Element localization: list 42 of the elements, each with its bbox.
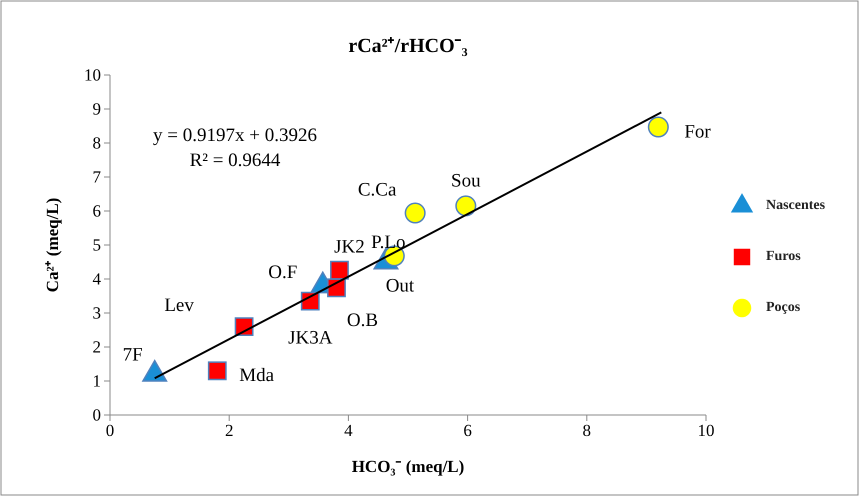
y-tick-label: 5: [92, 235, 101, 254]
legend-label: Furos: [766, 249, 802, 264]
point: [648, 116, 669, 138]
annotation: For: [684, 121, 712, 142]
x-tick-label: 0: [106, 421, 114, 440]
x-axis-title: HCO₃⁻ (meq/L): [352, 457, 464, 476]
x-tick-label: 2: [224, 421, 234, 440]
annotation: O.B: [346, 310, 378, 332]
y-tick-label: 3: [92, 303, 101, 322]
annotation: Lev: [164, 294, 194, 316]
y-tick-label: 7: [92, 167, 102, 186]
chart-title: rCa²⁺/rHCO⁻₃: [348, 35, 468, 57]
x-tick-label: 6: [463, 421, 472, 440]
point: [330, 260, 349, 280]
annotation: y = 0.9197x + 0.3926: [153, 125, 317, 146]
y-tick-label: 9: [92, 99, 101, 118]
annotation: C.Ca: [358, 179, 397, 200]
y-tick-label: 0: [92, 405, 101, 424]
y-tick-label: 4: [92, 269, 102, 288]
annotation: Mda: [239, 365, 275, 386]
point: [455, 195, 476, 216]
legend-label: Nascentes: [766, 198, 826, 214]
annotation: Sou: [451, 170, 482, 192]
y-tick-label: 1: [92, 371, 101, 390]
legend-label: Poços: [766, 300, 801, 316]
annotation: Out: [386, 275, 415, 296]
y-tick-label: 2: [92, 337, 101, 356]
y-tick-label: 6: [92, 201, 101, 220]
x-tick-label: 8: [582, 421, 592, 440]
x-tick-label: 4: [344, 421, 354, 440]
annotation: O.F: [268, 262, 298, 284]
annotation: JK3A: [288, 327, 333, 348]
annotation: R² = 0.9644: [190, 150, 281, 171]
y-axis-title: Ca²⁺ (meq/L): [43, 198, 62, 292]
y-tick-label: 10: [84, 65, 101, 84]
point: [404, 202, 426, 224]
annotation: JK2: [334, 236, 365, 258]
annotation: 7F: [122, 344, 143, 366]
y-tick-label: 8: [92, 133, 101, 152]
x-tick-label: 10: [698, 421, 714, 440]
point: [208, 361, 227, 380]
annotation: P.Lo: [371, 232, 406, 254]
